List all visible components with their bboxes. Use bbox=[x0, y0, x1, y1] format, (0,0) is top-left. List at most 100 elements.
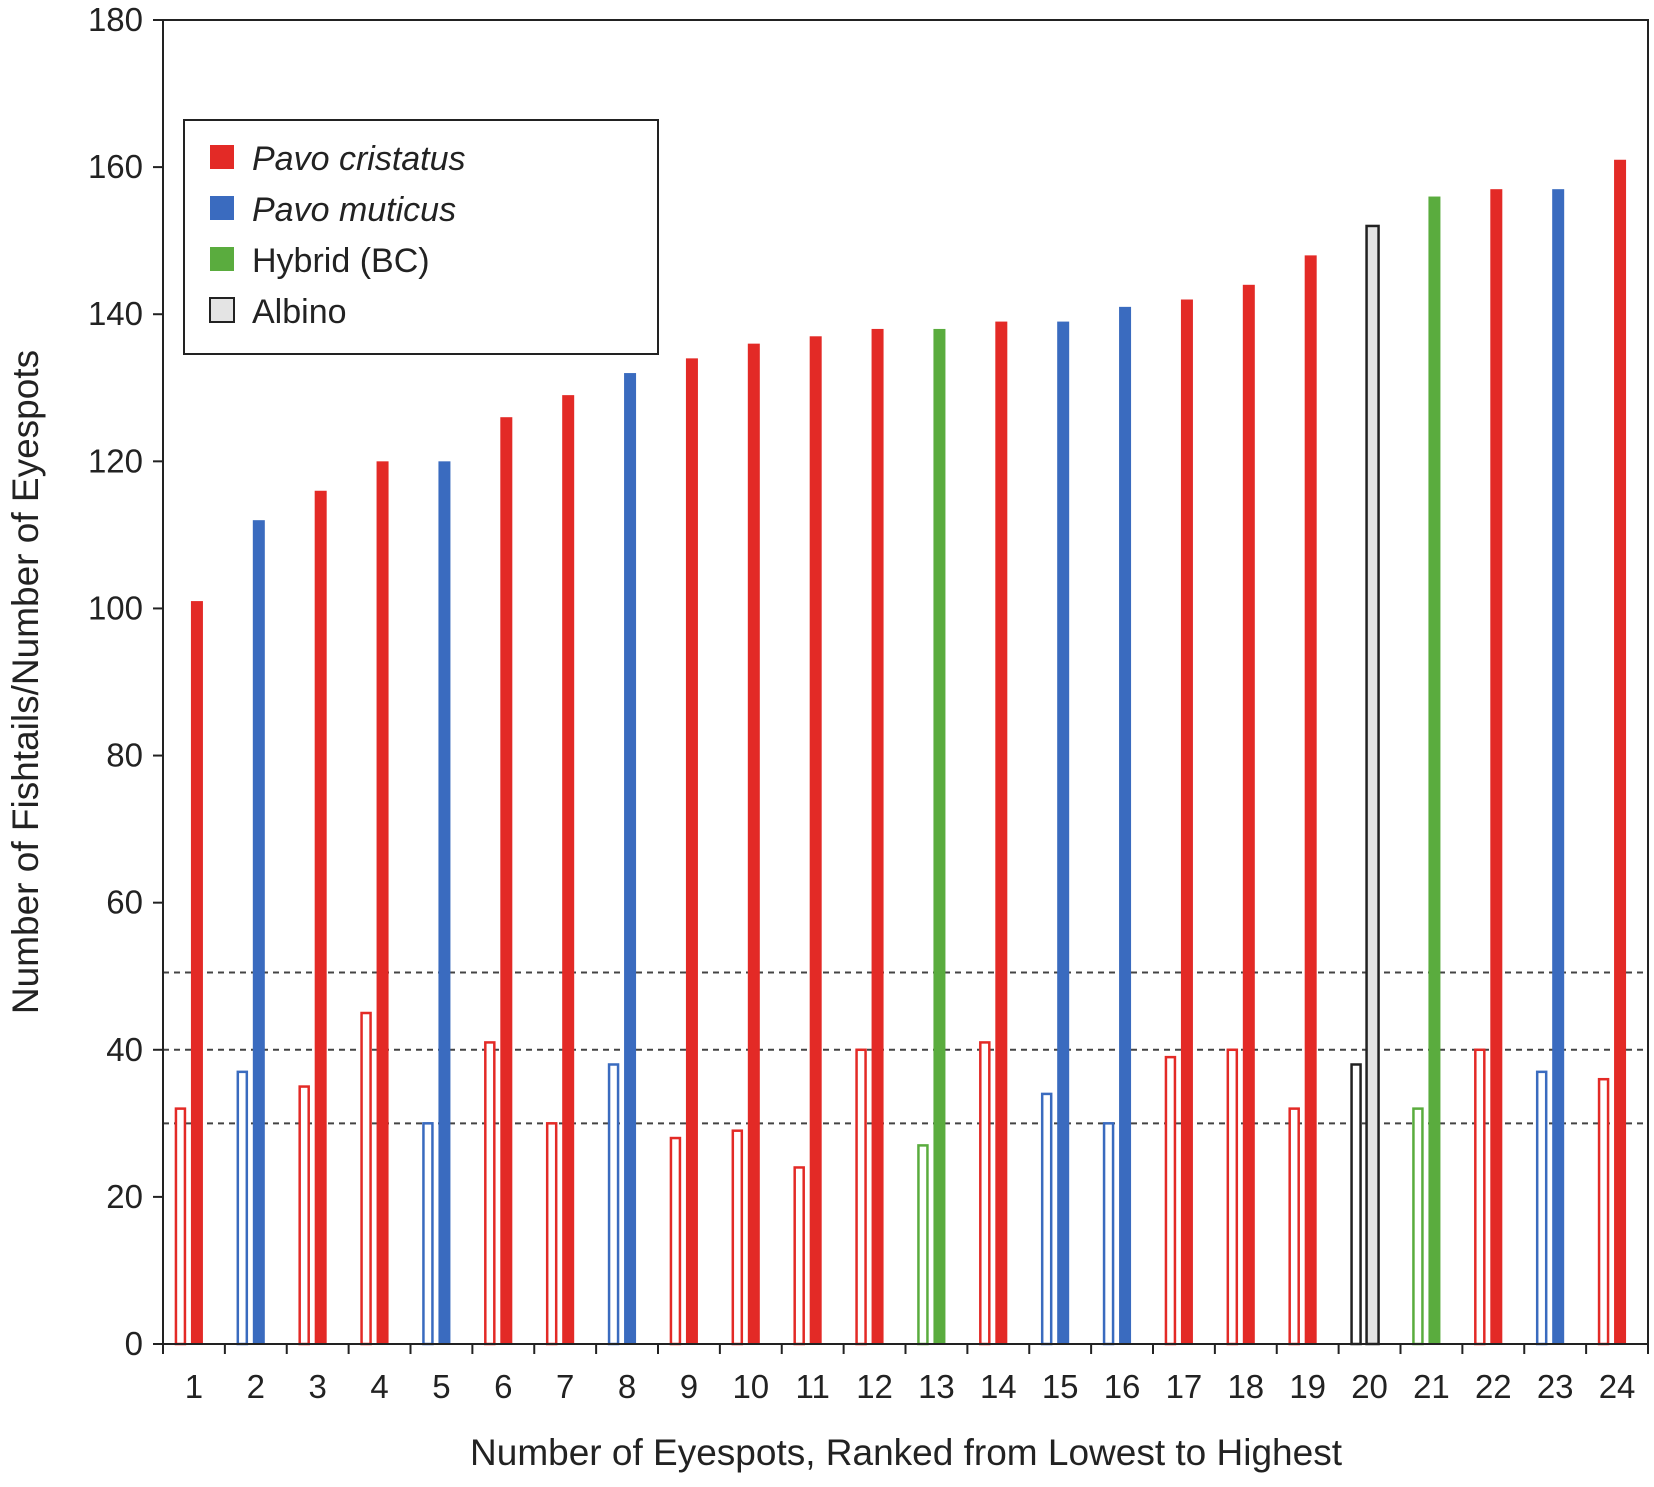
x-tick-label-6: 6 bbox=[494, 1368, 512, 1405]
bar-filled-13 bbox=[933, 328, 946, 1344]
bar-outline-12 bbox=[855, 1048, 867, 1346]
bar-filled-15 bbox=[1057, 321, 1070, 1345]
bar-outline-6 bbox=[484, 1041, 496, 1346]
x-tick-label-17: 17 bbox=[1166, 1368, 1203, 1405]
y-tick-label-0: 0 bbox=[125, 1325, 143, 1362]
bar-filled-11 bbox=[809, 336, 822, 1344]
bar-outline-11 bbox=[793, 1166, 805, 1346]
x-tick-label-18: 18 bbox=[1227, 1368, 1264, 1405]
bar-filled-18 bbox=[1242, 284, 1255, 1344]
x-axis: 1 2 3 4 5 6 7 8 9 10 11 12 13 14 15 16 17 18 19 20 21 22 23 24 bbox=[162, 1344, 1649, 1405]
bar-outline-3 bbox=[298, 1085, 310, 1346]
bar-filled-6 bbox=[500, 417, 513, 1344]
bar-filled-1 bbox=[190, 601, 203, 1344]
bar-outline-20 bbox=[1350, 1063, 1362, 1346]
bar-outline-17 bbox=[1164, 1055, 1177, 1346]
bar-filled-2 bbox=[252, 520, 265, 1344]
x-tick-label-20: 20 bbox=[1351, 1368, 1388, 1405]
y-tick-label-60: 60 bbox=[106, 884, 143, 921]
reference-lines bbox=[163, 971, 1648, 1125]
legend-swatch-pavo-cristatus bbox=[210, 145, 234, 169]
bar-outline-22 bbox=[1474, 1048, 1486, 1346]
x-tick-label-16: 16 bbox=[1104, 1368, 1141, 1405]
x-tick-label-9: 9 bbox=[680, 1368, 698, 1405]
y-tick-label-20: 20 bbox=[106, 1178, 143, 1215]
bar-outline-10 bbox=[731, 1129, 744, 1346]
x-tick-label-11: 11 bbox=[796, 1368, 830, 1405]
bar-filled-12 bbox=[871, 328, 884, 1344]
x-axis-title: Number of Eyespots, Ranked from Lowest t… bbox=[470, 1432, 1343, 1473]
y-tick-label-120: 120 bbox=[88, 442, 143, 479]
x-tick-label-8: 8 bbox=[618, 1368, 636, 1405]
bar-outline-18 bbox=[1226, 1048, 1239, 1346]
legend: Pavo cristatus Pavo muticus Hybrid (BC) Alb… bbox=[183, 119, 659, 355]
bars bbox=[174, 159, 1627, 1346]
bar-filled-8 bbox=[624, 373, 637, 1345]
x-tick-label-1: 1 bbox=[185, 1368, 203, 1405]
bar-outline-4 bbox=[360, 1011, 372, 1346]
bar-filled-21 bbox=[1428, 196, 1441, 1345]
x-tick-label-19: 19 bbox=[1289, 1368, 1326, 1405]
bar-outline-21 bbox=[1412, 1107, 1424, 1346]
x-tick-label-12: 12 bbox=[856, 1368, 893, 1405]
bar-outline-9 bbox=[669, 1136, 682, 1346]
x-tick-label-24: 24 bbox=[1599, 1368, 1636, 1405]
x-tick-label-3: 3 bbox=[309, 1368, 327, 1405]
y-axis-title: Number of Fishtails/Number of Eyespots bbox=[5, 350, 46, 1014]
legend-label-albino: Albino bbox=[252, 293, 347, 331]
bar-outline-2 bbox=[236, 1070, 249, 1346]
bar-filled-4 bbox=[376, 461, 389, 1344]
legend-label-hybrid-bc: Hybrid (BC) bbox=[252, 242, 430, 280]
legend-box bbox=[183, 119, 659, 355]
bar-filled-23 bbox=[1552, 189, 1565, 1345]
bar-filled-19 bbox=[1304, 255, 1317, 1344]
y-tick-label-40: 40 bbox=[106, 1031, 143, 1068]
bar-outline-7 bbox=[545, 1122, 558, 1346]
x-tick-label-15: 15 bbox=[1042, 1368, 1079, 1405]
x-tick-label-5: 5 bbox=[432, 1368, 450, 1405]
y-tick-label-160: 160 bbox=[88, 148, 143, 185]
legend-swatch-pavo-muticus bbox=[210, 196, 234, 220]
x-tick-label-21: 21 bbox=[1413, 1368, 1450, 1405]
bar-filled-9 bbox=[685, 358, 698, 1344]
x-tick-label-22: 22 bbox=[1475, 1368, 1512, 1405]
bar-outline-1 bbox=[174, 1107, 187, 1346]
bar-filled-20 bbox=[1365, 224, 1380, 1346]
bar-filled-16 bbox=[1119, 306, 1132, 1344]
legend-label-pavo-muticus: Pavo muticus bbox=[252, 191, 456, 229]
bar-filled-5 bbox=[438, 461, 451, 1344]
legend-swatch-hybrid-bc bbox=[210, 247, 234, 271]
y-tick-label-140: 140 bbox=[88, 295, 143, 332]
y-axis: 0 20 40 60 80 100 120 140 160 180 bbox=[88, 1, 163, 1362]
bar-filled-3 bbox=[314, 490, 327, 1344]
bar-filled-10 bbox=[747, 343, 760, 1345]
x-tick-label-7: 7 bbox=[556, 1368, 574, 1405]
bar-outline-24 bbox=[1597, 1077, 1610, 1346]
bar-filled-24 bbox=[1614, 159, 1627, 1344]
y-tick-label-80: 80 bbox=[106, 737, 143, 774]
bar-filled-22 bbox=[1490, 189, 1503, 1345]
x-tick-label-14: 14 bbox=[980, 1368, 1017, 1405]
bar-outline-23 bbox=[1535, 1070, 1548, 1346]
x-tick-label-13: 13 bbox=[918, 1368, 955, 1405]
x-tick-label-23: 23 bbox=[1537, 1368, 1574, 1405]
bar-outline-5 bbox=[422, 1122, 434, 1346]
bar-outline-15 bbox=[1040, 1092, 1053, 1346]
bar-filled-7 bbox=[562, 395, 575, 1345]
x-tick-label-4: 4 bbox=[370, 1368, 388, 1405]
bar-outline-8 bbox=[607, 1063, 620, 1346]
y-tick-label-180: 180 bbox=[88, 1, 143, 38]
bar-outline-13 bbox=[917, 1144, 929, 1346]
bar-outline-16 bbox=[1102, 1122, 1115, 1346]
x-tick-label-2: 2 bbox=[247, 1368, 265, 1405]
x-tick-label-10: 10 bbox=[732, 1368, 769, 1405]
bar-filled-17 bbox=[1180, 299, 1193, 1344]
legend-label-pavo-cristatus: Pavo cristatus bbox=[252, 140, 466, 178]
bar-outline-19 bbox=[1288, 1107, 1300, 1346]
y-tick-label-100: 100 bbox=[88, 589, 143, 626]
bar-filled-14 bbox=[995, 321, 1008, 1345]
bar-outline-14 bbox=[979, 1041, 991, 1346]
legend-swatch-albino bbox=[209, 297, 235, 323]
